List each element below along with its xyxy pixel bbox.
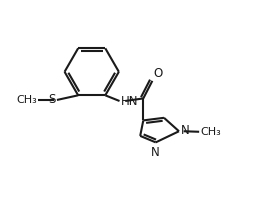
Text: CH₃: CH₃ bbox=[16, 95, 37, 105]
Text: S: S bbox=[49, 94, 56, 106]
Text: N: N bbox=[181, 124, 190, 137]
Text: CH₃: CH₃ bbox=[200, 127, 221, 137]
Text: N: N bbox=[151, 146, 159, 159]
Text: HN: HN bbox=[121, 95, 138, 108]
Text: O: O bbox=[153, 67, 163, 79]
